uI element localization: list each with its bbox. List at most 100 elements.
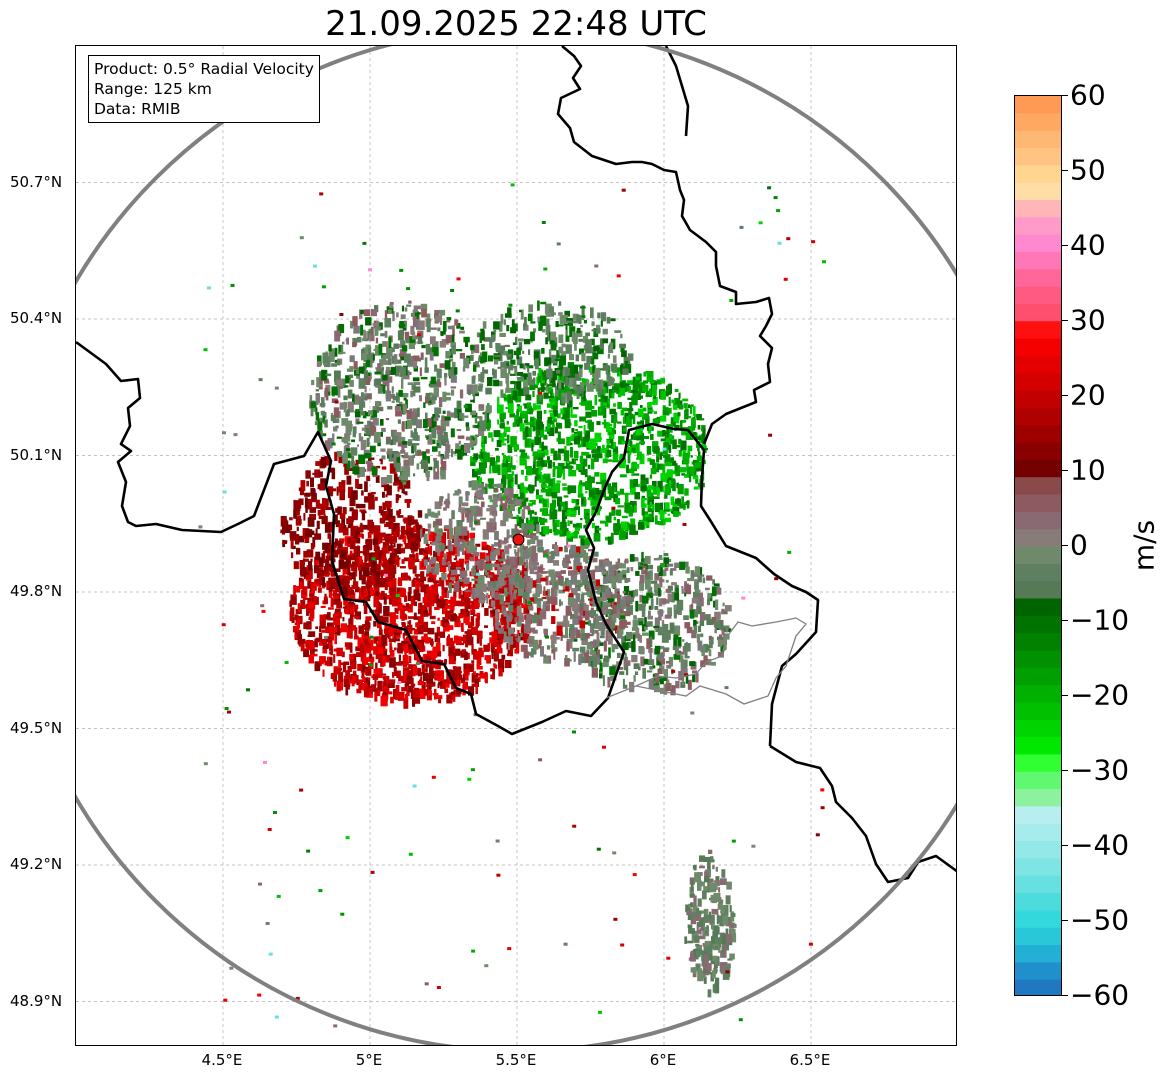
- colorbar-bin: [1015, 806, 1061, 825]
- map-title: 21.09.2025 22:48 UTC: [325, 4, 707, 44]
- colorbar-bin: [1015, 875, 1061, 894]
- colorbar-tick-mark: [1062, 620, 1068, 621]
- colorbar-unit-label: m/s: [1127, 519, 1161, 572]
- colorbar-tick-mark: [1062, 245, 1068, 246]
- colorbar-bin: [1015, 147, 1061, 166]
- country-border: [76, 340, 820, 747]
- colorbar-tick-mark: [1062, 170, 1068, 171]
- colorbar-bin: [1015, 546, 1061, 565]
- colorbar-bin: [1015, 321, 1061, 340]
- colorbar-tick-mark: [1062, 95, 1068, 96]
- colorbar-bin: [1015, 719, 1061, 738]
- colorbar-bin: [1015, 962, 1061, 981]
- colorbar-bin: [1015, 529, 1061, 548]
- colorbar-bin: [1015, 286, 1061, 305]
- radar-site-marker: [512, 533, 525, 546]
- lat-tick-label: 49.8°N: [10, 582, 63, 600]
- colorbar-tick-mark: [1062, 395, 1068, 396]
- colorbar-tick-label: −10: [1070, 603, 1130, 637]
- colorbar-bin: [1015, 303, 1061, 322]
- colorbar-tick-label: 30: [1070, 303, 1106, 337]
- lon-tick-label: 5.5°E: [495, 1051, 537, 1069]
- data-source-label: Data: RMIB: [94, 100, 181, 118]
- colorbar-bin: [1015, 182, 1061, 201]
- colorbar-bin: [1015, 269, 1061, 288]
- colorbar-bin: [1015, 373, 1061, 392]
- colorbar-bin: [1015, 650, 1061, 669]
- colorbar-bin: [1015, 615, 1061, 634]
- colorbar-bin: [1015, 425, 1061, 444]
- colorbar-bin: [1015, 234, 1061, 253]
- colorbar-bin: [1015, 702, 1061, 721]
- colorbar-bin: [1015, 754, 1061, 773]
- colorbar-bin: [1015, 910, 1061, 929]
- lon-tick-label: 5°E: [355, 1051, 383, 1069]
- colorbar-bin: [1015, 355, 1061, 374]
- colorbar-tick-label: −50: [1070, 903, 1130, 937]
- colorbar-bin: [1015, 199, 1061, 218]
- colorbar-bin: [1015, 598, 1061, 617]
- colorbar-bin: [1015, 459, 1061, 478]
- country-border: [664, 46, 690, 137]
- colorbar-bin: [1015, 893, 1061, 911]
- lon-tick-label: 6°E: [649, 1051, 677, 1069]
- lat-tick-label: 50.1°N: [10, 445, 63, 464]
- colorbar-tick-label: 60: [1070, 78, 1106, 112]
- product-info-box: Product: 0.5° Radial Velocity Range: 125…: [88, 55, 320, 123]
- lon-tick-label: 6.5°E: [789, 1051, 831, 1069]
- colorbar-bin: [1015, 390, 1061, 409]
- lat-tick-label: 48.9°N: [10, 991, 63, 1010]
- lat-tick-label: 50.4°N: [10, 309, 63, 327]
- colorbar-tick-mark: [1062, 320, 1068, 321]
- colorbar-bin: [1015, 737, 1061, 756]
- colorbar-bin: [1015, 407, 1061, 426]
- colorbar-tick-label: 50: [1070, 153, 1106, 187]
- colorbar-bin: [1015, 979, 1061, 995]
- colorbar-bin: [1015, 251, 1061, 270]
- colorbar-bin: [1015, 789, 1061, 808]
- colorbar-bin: [1015, 858, 1061, 877]
- colorbar-tick-label: −40: [1070, 828, 1130, 862]
- colorbar-bin: [1015, 945, 1061, 963]
- colorbar-tick-mark: [1062, 470, 1068, 471]
- lat-tick-label: 49.2°N: [10, 855, 63, 873]
- colorbar-bin: [1015, 771, 1061, 790]
- colorbar-bin: [1015, 165, 1061, 184]
- colorbar-bin: [1015, 477, 1061, 496]
- range-label: Range: 125 km: [94, 80, 212, 98]
- colorbar-tick-label: −20: [1070, 678, 1130, 712]
- colorbar-tick-label: −30: [1070, 753, 1130, 787]
- region-border: [605, 617, 807, 705]
- colorbar-bin: [1015, 442, 1061, 461]
- country-border: [556, 46, 774, 445]
- colorbar-tick-mark: [1062, 695, 1068, 696]
- colorbar-tick-mark: [1062, 770, 1068, 771]
- colorbar-tick-label: 0: [1070, 528, 1088, 562]
- velocity-colorbar: [1014, 95, 1062, 996]
- lon-tick-label: 4.5°E: [201, 1051, 243, 1069]
- product-label: Product: 0.5° Radial Velocity: [94, 60, 314, 78]
- colorbar-tick-mark: [1062, 995, 1068, 996]
- colorbar-bin: [1015, 130, 1061, 149]
- colorbar-tick-label: −60: [1070, 978, 1130, 1012]
- colorbar-tick-label: 40: [1070, 228, 1106, 262]
- colorbar-bin: [1015, 217, 1061, 236]
- colorbar-tick-label: 10: [1070, 453, 1106, 487]
- colorbar-tick-mark: [1062, 545, 1068, 546]
- velocity-echoes: [198, 183, 826, 1028]
- colorbar-tick-label: 20: [1070, 378, 1106, 412]
- radar-map-canvas[interactable]: [76, 46, 957, 1046]
- colorbar-bin: [1015, 113, 1061, 132]
- colorbar-bin: [1015, 581, 1061, 600]
- colorbar-bin: [1015, 563, 1061, 582]
- radar-map-panel[interactable]: [75, 45, 957, 1046]
- colorbar-bin: [1015, 841, 1061, 859]
- country-border: [769, 744, 956, 884]
- colorbar-bin: [1015, 338, 1061, 357]
- colorbar-bin: [1015, 667, 1061, 686]
- colorbar-bin: [1015, 685, 1061, 704]
- colorbar-bin: [1015, 927, 1061, 946]
- colorbar-bin: [1015, 494, 1061, 513]
- lat-tick-label: 49.5°N: [10, 718, 63, 737]
- colorbar-bin: [1015, 511, 1061, 530]
